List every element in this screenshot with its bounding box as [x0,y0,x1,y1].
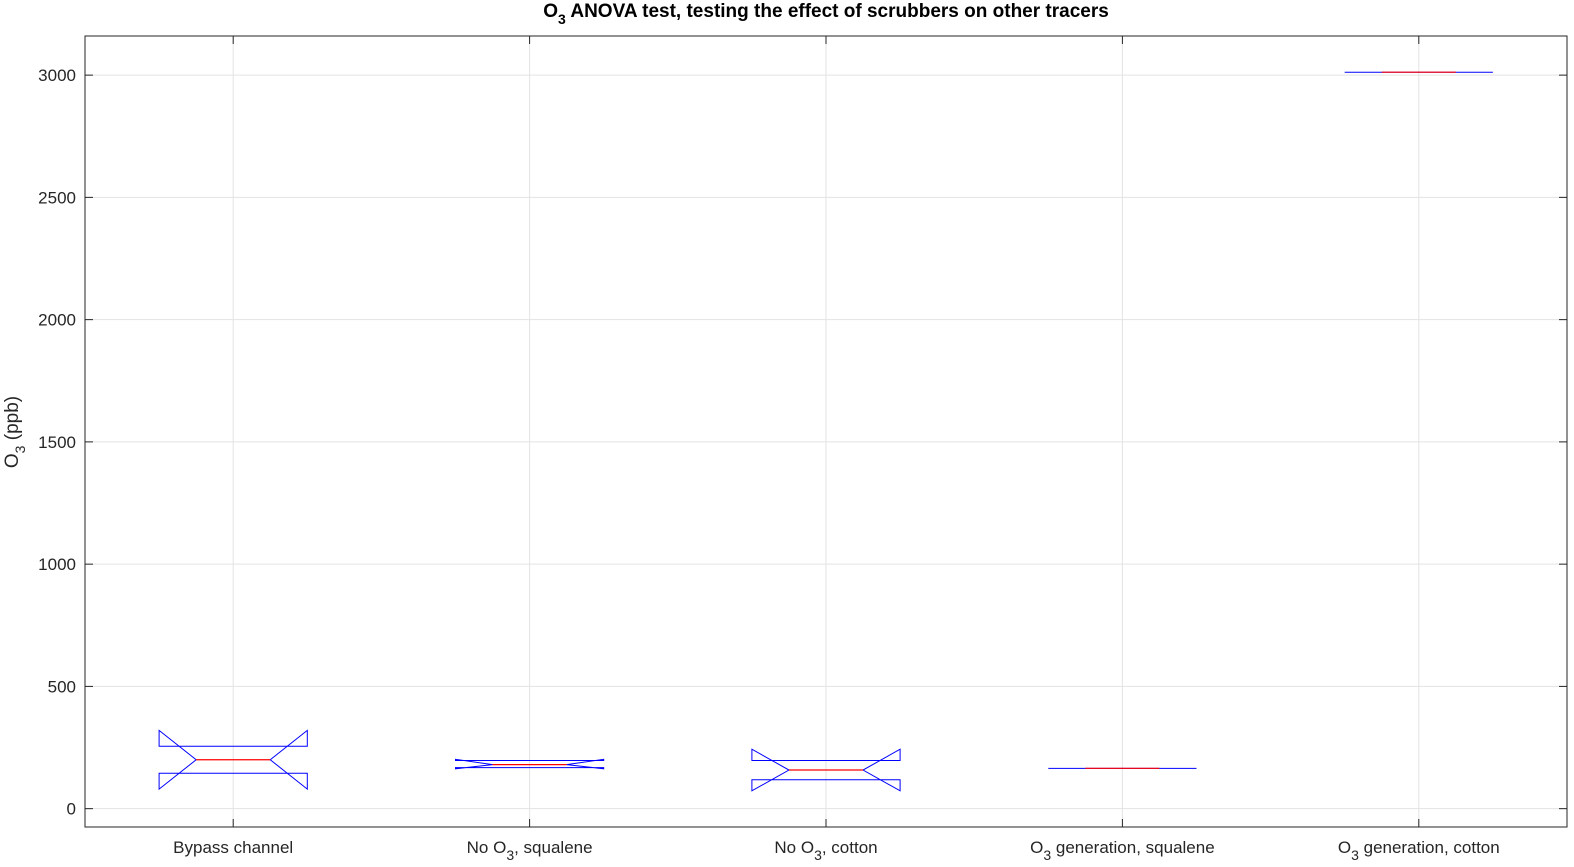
ylabel-prefix: O [2,453,23,468]
y-tick-label: 3000 [38,66,76,85]
x-tick-label: No O3, cotton [774,838,877,863]
grid [85,36,1567,827]
x-tick-label-subscript: 3 [506,847,514,863]
x-tick-label: O3 generation, cotton [1338,838,1500,863]
x-tick-label-prefix: O [1338,838,1351,857]
x-tick-label-prefix: O [1030,838,1043,857]
x-tick-label-prefix: Bypass channel [173,838,293,857]
x-tick-label-subscript: 3 [1351,847,1359,863]
box-1 [158,729,308,791]
y-ticks: 0 500 1000 1500 2000 2500 3000 [38,66,1567,819]
x-tick-label-suffix: , cotton [822,838,878,857]
x-tick-label-suffix: generation, squalene [1051,838,1215,857]
boxes [158,71,1493,792]
x-tick-label-subscript: 3 [814,847,822,863]
box-2 [455,758,605,770]
y-tick-label: 500 [48,677,76,696]
title-suffix: ANOVA test, testing the effect of scrubb… [566,1,1109,22]
ylabel-suffix: (ppb) [2,396,23,446]
chart-title: O3 ANOVA test, testing the effect of scr… [543,1,1109,27]
x-tick-label-prefix: No O [774,838,814,857]
y-tick-label: 2000 [38,311,76,330]
title-prefix: O [543,1,558,22]
y-tick-label: 1000 [38,555,76,574]
x-tick-label-prefix: No O [467,838,507,857]
x-tick-label: Bypass channel [173,838,293,857]
x-tick-label-suffix: generation, cotton [1359,838,1500,857]
x-tick-label: No O3, squalene [467,838,593,863]
y-tick-label: 2500 [38,188,76,207]
x-tick-label-suffix: , squalene [514,838,592,857]
y-tick-label: 1500 [38,433,76,452]
y-tick-label: 0 [67,800,76,819]
y-axis-label: O3 (ppb) [2,396,28,468]
x-ticks: Bypass channel No O3, squalene No O3, cott… [173,36,1500,863]
box-3 [751,748,901,792]
x-tick-label: O3 generation, squalene [1030,838,1215,863]
title-subscript: 3 [558,11,566,27]
ylabel-subscript: 3 [12,445,28,453]
x-tick-label-subscript: 3 [1043,847,1051,863]
